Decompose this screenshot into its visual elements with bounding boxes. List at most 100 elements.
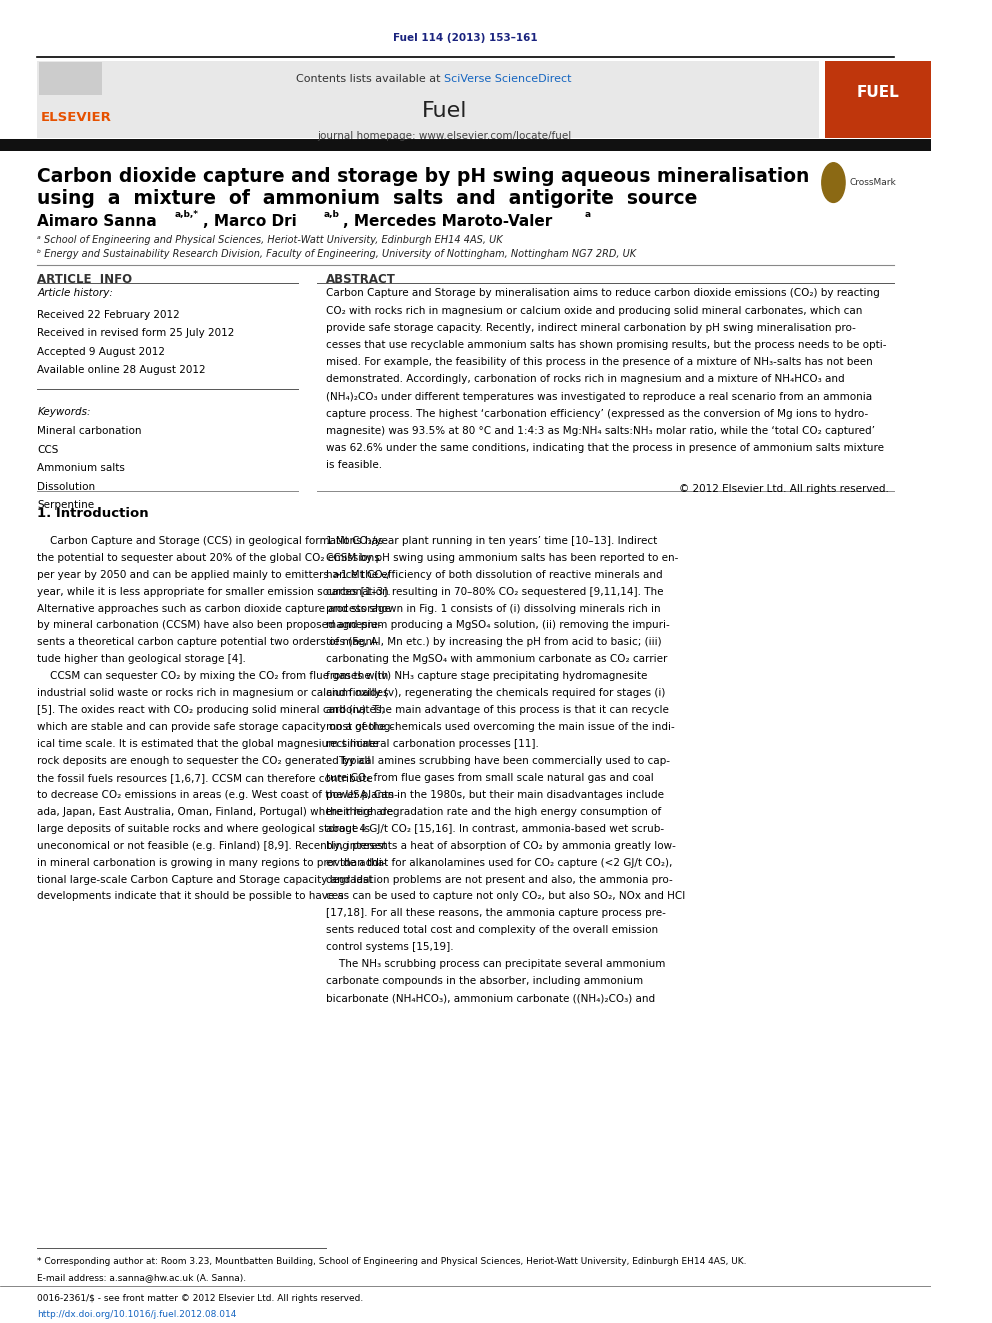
Text: E-mail address: a.sanna@hw.ac.uk (A. Sanna).: E-mail address: a.sanna@hw.ac.uk (A. San… — [38, 1273, 246, 1282]
Text: sents a theoretical carbon capture potential two orders of magni-: sents a theoretical carbon capture poten… — [38, 638, 379, 647]
Text: http://dx.doi.org/10.1016/j.fuel.2012.08.014: http://dx.doi.org/10.1016/j.fuel.2012.08… — [38, 1310, 237, 1319]
Text: power plants in the 1980s, but their main disadvantages include: power plants in the 1980s, but their mai… — [326, 790, 664, 800]
Text: which are stable and can provide safe storage capacity on a geolog-: which are stable and can provide safe st… — [38, 722, 395, 732]
Text: ELSEVIER: ELSEVIER — [41, 111, 112, 124]
Text: ᵇ Energy and Sustainability Research Division, Faculty of Engineering, Universit: ᵇ Energy and Sustainability Research Div… — [38, 249, 637, 259]
Text: from the (iv) NH₃ capture stage precipitating hydromagnesite: from the (iv) NH₃ capture stage precipit… — [326, 671, 648, 681]
Text: a,b,*: a,b,* — [175, 210, 198, 220]
Text: large deposits of suitable rocks and where geological storage is: large deposits of suitable rocks and whe… — [38, 824, 370, 833]
Text: the potential to sequester about 20% of the global CO₂ emissions: the potential to sequester about 20% of … — [38, 553, 380, 562]
Text: Mineral carbonation: Mineral carbonation — [38, 426, 142, 437]
Text: ᵃ School of Engineering and Physical Sciences, Heriot-Watt University, Edinburgh: ᵃ School of Engineering and Physical Sci… — [38, 235, 503, 246]
Text: Fuel: Fuel — [422, 101, 467, 120]
Text: 1 Mt CO₂/year plant running in ten years’ time [10–13]. Indirect: 1 Mt CO₂/year plant running in ten years… — [326, 536, 657, 546]
Text: Fuel 114 (2013) 153–161: Fuel 114 (2013) 153–161 — [393, 33, 538, 44]
Text: mised. For example, the feasibility of this process in the presence of a mixture: mised. For example, the feasibility of t… — [326, 357, 873, 368]
Text: Carbon Capture and Storage (CCS) in geological formations has: Carbon Capture and Storage (CCS) in geol… — [38, 536, 384, 546]
Text: capture process. The highest ‘carbonation efficiency’ (expressed as the conversi: capture process. The highest ‘carbonatio… — [326, 409, 868, 419]
Text: [5]. The oxides react with CO₂ producing solid mineral carbonates,: [5]. The oxides react with CO₂ producing… — [38, 705, 385, 716]
Text: Typical amines scrubbing have been commercially used to cap-: Typical amines scrubbing have been comme… — [326, 755, 670, 766]
Text: was 62.6% under the same conditions, indicating that the process in presence of : was 62.6% under the same conditions, ind… — [326, 443, 884, 454]
Text: cess can be used to capture not only CO₂, but also SO₂, NOx and HCl: cess can be used to capture not only CO₂… — [326, 892, 685, 901]
Text: CCSM by pH swing using ammonium salts has been reported to en-: CCSM by pH swing using ammonium salts ha… — [326, 553, 679, 562]
Text: carbonating the MgSO₄ with ammonium carbonate as CO₂ carrier: carbonating the MgSO₄ with ammonium carb… — [326, 655, 668, 664]
Text: Contents lists available at: Contents lists available at — [297, 74, 444, 85]
Text: © 2012 Elsevier Ltd. All rights reserved.: © 2012 Elsevier Ltd. All rights reserved… — [680, 484, 889, 495]
Text: ture CO₂ from flue gases from small scale natural gas and coal: ture CO₂ from flue gases from small scal… — [326, 773, 654, 783]
Text: demonstrated. Accordingly, carbonation of rocks rich in magnesium and a mixture : demonstrated. Accordingly, carbonation o… — [326, 374, 844, 385]
Text: Available online 28 August 2012: Available online 28 August 2012 — [38, 365, 206, 376]
Text: industrial solid waste or rocks rich in magnesium or calcium oxides: industrial solid waste or rocks rich in … — [38, 688, 389, 699]
Text: magnesite) was 93.5% at 80 °C and 1:4:3 as Mg:NH₄ salts:NH₃ molar ratio, while t: magnesite) was 93.5% at 80 °C and 1:4:3 … — [326, 426, 875, 437]
Text: ical time scale. It is estimated that the global magnesium silicate: ical time scale. It is estimated that th… — [38, 740, 379, 749]
Text: cesses that use recyclable ammonium salts has shown promising results, but the p: cesses that use recyclable ammonium salt… — [326, 340, 887, 351]
Text: , Mercedes Maroto-Valer: , Mercedes Maroto-Valer — [342, 214, 552, 229]
Text: carbonation resulting in 70–80% CO₂ sequestered [9,11,14]. The: carbonation resulting in 70–80% CO₂ sequ… — [326, 586, 664, 597]
Text: SciVerse ScienceDirect: SciVerse ScienceDirect — [444, 74, 571, 85]
Text: CCSM can sequester CO₂ by mixing the CO₂ from flue gases with: CCSM can sequester CO₂ by mixing the CO₂… — [38, 671, 389, 681]
Text: magnesium producing a MgSO₄ solution, (ii) removing the impuri-: magnesium producing a MgSO₄ solution, (i… — [326, 620, 670, 631]
FancyBboxPatch shape — [38, 61, 819, 138]
Text: ARTICLE  INFO: ARTICLE INFO — [38, 273, 132, 286]
Text: and finally (v), regenerating the chemicals required for stages (i): and finally (v), regenerating the chemic… — [326, 688, 666, 699]
Text: 0016-2361/$ - see front matter © 2012 Elsevier Ltd. All rights reserved.: 0016-2361/$ - see front matter © 2012 El… — [38, 1294, 363, 1303]
Text: carbonate compounds in the absorber, including ammonium: carbonate compounds in the absorber, inc… — [326, 976, 643, 986]
Text: using  a  mixture  of  ammonium  salts  and  antigorite  source: using a mixture of ammonium salts and an… — [38, 189, 697, 208]
Text: CrossMark: CrossMark — [849, 179, 896, 187]
Text: about 4 GJ/t CO₂ [15,16]. In contrast, ammonia-based wet scrub-: about 4 GJ/t CO₂ [15,16]. In contrast, a… — [326, 824, 664, 833]
Text: Serpentine: Serpentine — [38, 500, 94, 511]
Text: The NH₃ scrubbing process can precipitate several ammonium: The NH₃ scrubbing process can precipitat… — [326, 959, 666, 970]
Text: * Corresponding author at: Room 3.23, Mountbatten Building, School of Engineerin: * Corresponding author at: Room 3.23, Mo… — [38, 1257, 747, 1266]
Text: Aimaro Sanna: Aimaro Sanna — [38, 214, 157, 229]
Text: tional large-scale Carbon Capture and Storage capacity and last: tional large-scale Carbon Capture and St… — [38, 875, 373, 885]
Text: tude higher than geological storage [4].: tude higher than geological storage [4]. — [38, 655, 246, 664]
Text: is feasible.: is feasible. — [326, 460, 382, 471]
Text: ada, Japan, East Australia, Oman, Finland, Portugal) where there are: ada, Japan, East Australia, Oman, Finlan… — [38, 807, 394, 816]
Text: bicarbonate (NH₄HCO₃), ammonium carbonate ((NH₄)₂CO₃) and: bicarbonate (NH₄HCO₃), ammonium carbonat… — [326, 994, 655, 1003]
Text: Ammonium salts: Ammonium salts — [38, 463, 125, 474]
Text: Article history:: Article history: — [38, 288, 113, 299]
Text: Carbon dioxide capture and storage by pH swing aqueous mineralisation: Carbon dioxide capture and storage by pH… — [38, 167, 809, 185]
Text: provide safe storage capacity. Recently, indirect mineral carbonation by pH swin: provide safe storage capacity. Recently,… — [326, 323, 856, 333]
Text: the fossil fuels resources [1,6,7]. CCSM can therefore contribute: the fossil fuels resources [1,6,7]. CCSM… — [38, 773, 373, 783]
Text: (NH₄)₂CO₃ under different temperatures was investigated to reproduce a real scen: (NH₄)₂CO₃ under different temperatures w… — [326, 392, 872, 402]
Text: Accepted 9 August 2012: Accepted 9 August 2012 — [38, 347, 166, 357]
Text: Received 22 February 2012: Received 22 February 2012 — [38, 310, 180, 320]
Text: Keywords:: Keywords: — [38, 407, 90, 418]
Text: developments indicate that it should be possible to have a: developments indicate that it should be … — [38, 892, 344, 901]
Text: ABSTRACT: ABSTRACT — [326, 273, 396, 286]
Text: to decrease CO₂ emissions in areas (e.g. West coast of the USA, Can-: to decrease CO₂ emissions in areas (e.g.… — [38, 790, 398, 800]
Text: Alternative approaches such as carbon dioxide capture and storage: Alternative approaches such as carbon di… — [38, 603, 391, 614]
Text: CO₂ with rocks rich in magnesium or calcium oxide and producing solid mineral ca: CO₂ with rocks rich in magnesium or calc… — [326, 306, 862, 316]
Text: bing presents a heat of absorption of CO₂ by ammonia greatly low-: bing presents a heat of absorption of CO… — [326, 840, 676, 851]
Text: sents reduced total cost and complexity of the overall emission: sents reduced total cost and complexity … — [326, 925, 658, 935]
Text: journal homepage: www.elsevier.com/locate/fuel: journal homepage: www.elsevier.com/locat… — [317, 131, 571, 142]
Text: in mineral carbonation is growing in many regions to provide addi-: in mineral carbonation is growing in man… — [38, 857, 386, 868]
Text: by mineral carbonation (CCSM) have also been proposed and pre-: by mineral carbonation (CCSM) have also … — [38, 620, 382, 631]
Text: Carbon Capture and Storage by mineralisation aims to reduce carbon dioxide emiss: Carbon Capture and Storage by mineralisa… — [326, 288, 880, 299]
Text: er than that for alkanolamines used for CO₂ capture (<2 GJ/t CO₂),: er than that for alkanolamines used for … — [326, 857, 673, 868]
Text: degradation problems are not present and also, the ammonia pro-: degradation problems are not present and… — [326, 875, 673, 885]
FancyBboxPatch shape — [825, 61, 931, 138]
FancyBboxPatch shape — [0, 139, 931, 151]
Text: and (iv). The main advantage of this process is that it can recycle: and (iv). The main advantage of this pro… — [326, 705, 669, 716]
Text: a: a — [585, 210, 591, 220]
Text: per year by 2050 and can be applied mainly to emitters >1 Mt CO₂/: per year by 2050 and can be applied main… — [38, 570, 391, 579]
Text: ties (Fe, Al, Mn etc.) by increasing the pH from acid to basic; (iii): ties (Fe, Al, Mn etc.) by increasing the… — [326, 638, 662, 647]
Text: Dissolution: Dissolution — [38, 482, 95, 492]
FancyBboxPatch shape — [39, 62, 102, 95]
Ellipse shape — [821, 163, 845, 202]
Text: most of the chemicals used overcoming the main issue of the indi-: most of the chemicals used overcoming th… — [326, 722, 675, 732]
Text: CCS: CCS — [38, 445, 59, 455]
Text: their high degradation rate and the high energy consumption of: their high degradation rate and the high… — [326, 807, 662, 816]
Text: uneconomical or not feasible (e.g. Finland) [8,9]. Recently, interest: uneconomical or not feasible (e.g. Finla… — [38, 840, 387, 851]
Text: a,b: a,b — [324, 210, 340, 220]
Text: [17,18]. For all these reasons, the ammonia capture process pre-: [17,18]. For all these reasons, the ammo… — [326, 909, 666, 918]
Text: year, while it is less appropriate for smaller emission sources [1–3].: year, while it is less appropriate for s… — [38, 586, 391, 597]
Text: FUEL: FUEL — [857, 85, 900, 99]
Text: rect mineral carbonation processes [11].: rect mineral carbonation processes [11]. — [326, 740, 539, 749]
Text: control systems [15,19].: control systems [15,19]. — [326, 942, 453, 953]
Text: rock deposits are enough to sequester the CO₂ generated by all: rock deposits are enough to sequester th… — [38, 755, 371, 766]
Text: , Marco Dri: , Marco Dri — [203, 214, 297, 229]
Text: hance the efficiency of both dissolution of reactive minerals and: hance the efficiency of both dissolution… — [326, 570, 663, 579]
